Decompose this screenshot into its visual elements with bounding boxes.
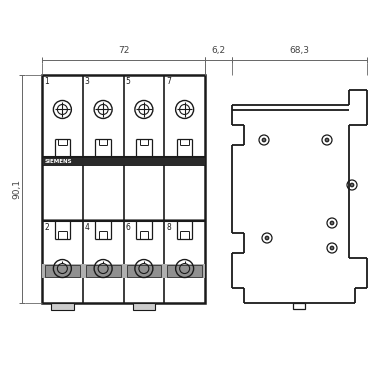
Text: 3: 3 [85, 77, 90, 86]
Circle shape [330, 221, 334, 225]
Circle shape [262, 138, 266, 142]
Circle shape [350, 183, 354, 187]
Bar [167, 264, 202, 277]
Bar [45, 264, 80, 277]
Bar [133, 303, 155, 310]
Text: 6,2: 6,2 [211, 46, 226, 55]
Bar [42, 75, 205, 303]
Text: 90,1: 90,1 [12, 179, 22, 199]
Circle shape [265, 236, 269, 240]
Text: 4: 4 [85, 223, 90, 232]
Text: 72: 72 [118, 46, 129, 55]
Bar [51, 303, 74, 310]
Text: 68,3: 68,3 [290, 46, 310, 55]
Text: 8: 8 [166, 223, 171, 232]
Bar [42, 264, 205, 278]
Circle shape [330, 246, 334, 250]
Text: 6: 6 [126, 223, 131, 232]
Text: 5: 5 [126, 77, 131, 86]
Bar [127, 264, 161, 277]
Bar [42, 157, 205, 165]
Circle shape [325, 138, 329, 142]
Text: 7: 7 [166, 77, 171, 86]
Bar [86, 264, 121, 277]
Bar [293, 303, 305, 309]
Text: SIEMENS: SIEMENS [45, 159, 73, 164]
Text: 1: 1 [44, 77, 49, 86]
Text: 2: 2 [44, 223, 49, 232]
